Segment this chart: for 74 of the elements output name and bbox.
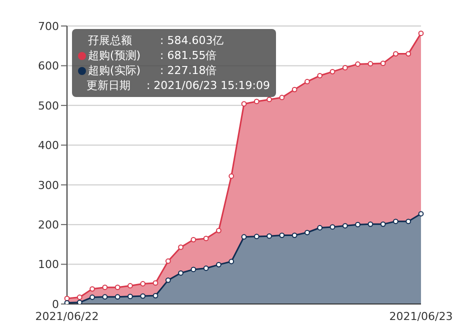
annotation: : 584.603亿 [160,33,224,48]
point [90,286,95,292]
point [76,300,82,304]
point [128,294,133,300]
legend-label: 超购(实际) [88,63,142,78]
point [279,232,285,238]
point [355,61,360,67]
point [418,30,424,36]
x-tick-label: 2021/06/22 [35,310,99,323]
y-tick-label: 100 [38,258,59,272]
y-tick-label: 300 [38,178,59,192]
y-tick-label: 500 [38,99,59,112]
point [152,292,158,298]
point [76,294,82,300]
point [228,258,234,264]
point [342,223,348,228]
point [317,225,323,230]
point [292,86,298,92]
point [241,101,247,107]
point [304,78,310,84]
point [418,211,424,216]
y-tick-label: 600 [38,60,59,73]
point [102,284,108,290]
point [393,51,398,56]
point [254,234,260,240]
y-tick-label: 200 [38,218,59,232]
point [380,60,386,66]
point [342,65,348,70]
annotation: 更新日期 [86,78,132,93]
point [216,262,222,268]
point [406,218,412,224]
point [140,293,146,299]
point [203,236,209,242]
point [165,277,171,283]
point [254,98,260,104]
point [102,294,108,300]
x-tick-label: 2021/06/23 [389,310,453,323]
point [380,221,386,227]
legend-label: 超购(预测) [88,48,142,63]
point [279,94,285,100]
point [128,283,133,288]
y-tick-label: 400 [38,139,59,152]
point [140,281,146,286]
annotation: : 681.55倍 [160,48,217,63]
y-tick-label: 0 [52,298,59,311]
point [114,294,120,300]
point [190,236,196,242]
point [330,68,336,74]
point [203,266,209,271]
point [368,221,374,227]
point [317,72,323,78]
point [228,173,234,179]
point [165,258,171,264]
point [178,244,184,250]
point [266,233,272,239]
point [393,218,398,224]
annotation: 孖展总额 [88,33,133,48]
point [266,96,272,102]
point [355,222,360,228]
point [90,294,95,300]
annotation: : 2021/06/23 15:19:09 [146,79,270,92]
point [241,234,247,240]
point [152,280,158,286]
point [330,224,336,230]
point [190,266,196,272]
point [114,284,120,290]
annotation: : 227.18倍 [160,63,217,78]
point [292,232,298,238]
y-tick-label: 700 [38,20,59,33]
point [368,61,374,66]
point [178,270,184,276]
point [216,228,222,234]
point [406,51,412,56]
point [304,230,310,236]
